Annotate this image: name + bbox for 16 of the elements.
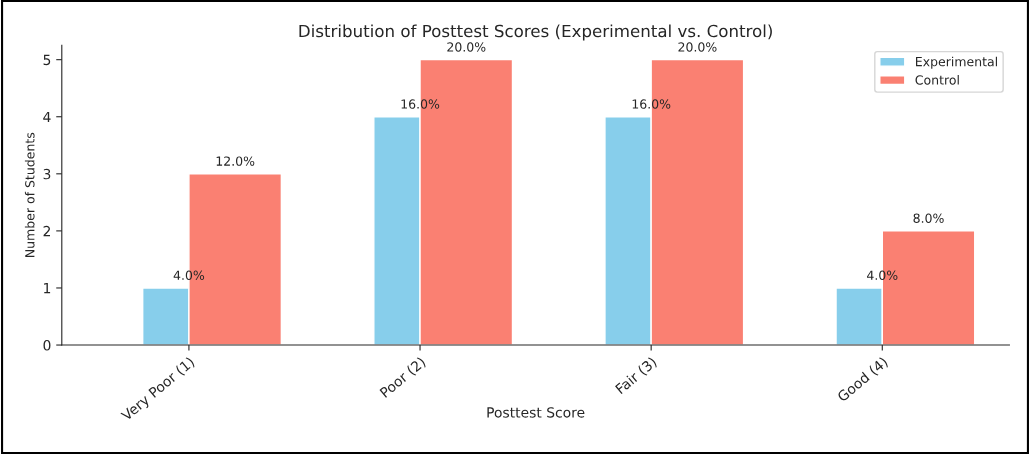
annotation: 8.0% <box>913 213 944 223</box>
chart-title: Distribution of Posttest Scores (Experimental vs. Control) <box>299 24 772 41</box>
y-tick-label: 3 <box>43 168 51 180</box>
annotation: 20.0% <box>678 42 717 52</box>
y-tick-label: 0 <box>43 340 51 351</box>
y-axis-title: Number of Students <box>24 132 35 257</box>
annotation: 12.0% <box>216 156 255 166</box>
annotation: 20.0% <box>447 42 486 52</box>
x-tick-label: Fair (3) <box>614 356 659 396</box>
x-axis-title: Posttest Score <box>487 407 585 418</box>
y-tick-label: 4 <box>43 111 51 123</box>
legend-label: Experimental <box>916 56 997 69</box>
y-tick-label: 2 <box>43 225 50 237</box>
y-tick-label: 5 <box>43 54 51 66</box>
y-tick-label: 1 <box>44 283 51 294</box>
legend-label: Control <box>915 75 959 85</box>
